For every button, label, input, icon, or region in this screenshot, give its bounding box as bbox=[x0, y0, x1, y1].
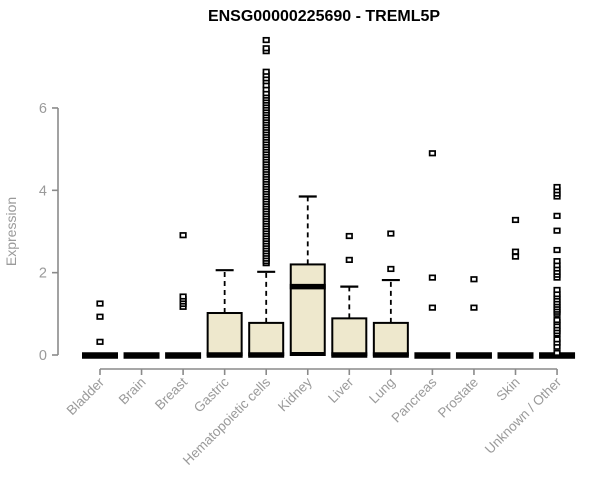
outlier-point bbox=[553, 286, 561, 294]
outlier-point bbox=[553, 246, 561, 254]
x-tick-label: Bladder bbox=[64, 374, 108, 418]
outlier-point bbox=[553, 227, 561, 234]
x-tick-label: Liver bbox=[325, 374, 357, 406]
outlier-point bbox=[387, 230, 395, 237]
outlier-point bbox=[179, 293, 187, 300]
outlier-point bbox=[470, 304, 478, 311]
box-group-9 bbox=[455, 276, 492, 359]
outlier-point bbox=[428, 304, 436, 311]
box-group-10 bbox=[497, 216, 534, 359]
outlier-point bbox=[96, 338, 104, 345]
box-group-5 bbox=[289, 195, 326, 356]
outlier-point bbox=[262, 45, 270, 52]
x-tick-label: Brain bbox=[116, 375, 149, 408]
outlier-point bbox=[96, 313, 104, 320]
box bbox=[372, 321, 409, 356]
x-tick-label: Prostate bbox=[435, 375, 481, 421]
outlier-point bbox=[96, 300, 104, 307]
box-group-4 bbox=[248, 36, 285, 358]
y-axis-title: Expression bbox=[3, 197, 19, 266]
outlier-point bbox=[553, 212, 561, 219]
y-tick-label: 6 bbox=[39, 101, 47, 117]
plot-area bbox=[82, 36, 576, 359]
box bbox=[248, 321, 285, 356]
outlier-point bbox=[553, 258, 561, 265]
box-group-2 bbox=[165, 232, 202, 359]
outlier-point bbox=[428, 150, 436, 157]
outlier-point bbox=[511, 216, 520, 224]
box-group-7 bbox=[372, 230, 409, 358]
outlier-point bbox=[553, 336, 561, 343]
y-tick-label: 4 bbox=[39, 183, 47, 199]
x-tick-label: Skin bbox=[493, 375, 522, 404]
box-group-11 bbox=[539, 183, 576, 359]
outlier-point bbox=[387, 265, 395, 273]
outlier-point bbox=[262, 36, 270, 44]
outlier-point bbox=[345, 232, 353, 240]
x-tick-label: Breast bbox=[152, 374, 190, 412]
outlier-point bbox=[511, 253, 520, 260]
box-group-0 bbox=[82, 300, 118, 359]
x-tick-label: Pancreas bbox=[389, 374, 440, 425]
outlier-point bbox=[470, 276, 478, 283]
chart-title: ENSG00000225690 - TREML5P bbox=[207, 8, 441, 25]
box bbox=[206, 312, 243, 356]
outlier-point bbox=[553, 183, 561, 191]
x-tick-label: Kidney bbox=[275, 374, 315, 414]
y-tick-label: 2 bbox=[39, 266, 47, 282]
box-group-6 bbox=[331, 232, 368, 358]
x-tick-label: Lung bbox=[366, 375, 398, 407]
outlier-point bbox=[553, 349, 561, 357]
x-tick-label: Gastric bbox=[191, 374, 232, 415]
box-group-8 bbox=[414, 150, 451, 359]
outlier-point bbox=[262, 68, 270, 75]
y-axis: 0 2 4 6 Expression bbox=[3, 101, 59, 364]
outlier-point bbox=[553, 316, 561, 324]
outlier-point bbox=[428, 274, 436, 281]
y-tick-label: 0 bbox=[39, 348, 47, 364]
outlier-point bbox=[179, 232, 187, 239]
outlier-point bbox=[511, 248, 520, 255]
x-tick-label: Unknown / Other bbox=[482, 374, 565, 457]
outlier-point bbox=[345, 256, 353, 263]
box bbox=[331, 317, 368, 357]
box-group-3 bbox=[206, 269, 243, 358]
box bbox=[289, 263, 326, 356]
